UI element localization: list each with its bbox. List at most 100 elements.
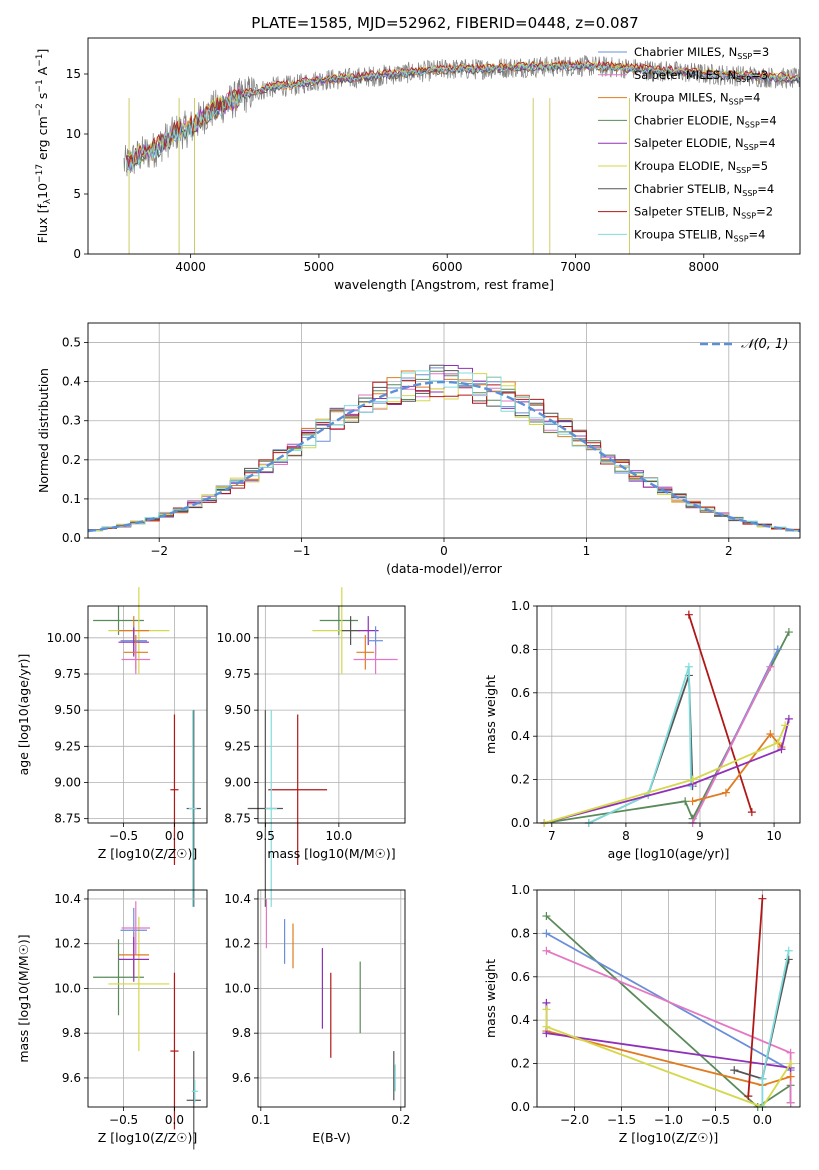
weight-point-marker [721,788,730,797]
x-tick-label: 0.1 [251,1113,270,1127]
legend-entry: 𝒩(0, 1) [741,337,788,352]
y-axis-label: Normed distribution [36,368,51,493]
weight-series-line [692,732,783,803]
y-tick-label: 0.8 [511,926,530,940]
y-axis-label: mass weight [483,675,498,754]
y-tick-label: 10.2 [224,937,251,951]
y-tick-label: 0.8 [511,642,530,656]
y-tick-label: 8.75 [224,812,251,826]
x-tick-label: 0.0 [165,829,184,843]
y-tick-label: 10.00 [47,631,81,645]
legend-entry: Chabrier ELODIE, NSSP=4 [634,113,777,129]
weight-point-marker [747,808,756,817]
x-tick-label: 10 [766,829,781,843]
weight-series-line [588,666,692,824]
model-spectrum-line [126,61,800,171]
y-tick-label: 10.4 [54,892,81,906]
y-tick-label: 8.75 [54,812,81,826]
weight-point-marker [542,1005,551,1014]
x-axis-label: Z [log10(Z/Z☉)] [98,1130,198,1145]
age-vs-mass-panel: 9.5 10.0 8.75 9.00 9.25 9.50 9.75 10.00 mass [lo… [217,587,406,907]
legend-entry: Salpeter STELIB, NSSP=2 [634,205,773,221]
weight-point-marker [784,628,793,637]
histogram-series [88,379,800,531]
legend-entry: Salpeter MILES, NSSP=3 [634,68,768,84]
y-axis-label: age [log10(age/yr)] [16,654,31,776]
weight-point-marker [766,730,775,739]
weight-series-line [544,718,790,824]
y-tick-label: 9.00 [224,775,251,789]
x-axis-label: (data-model)/error [386,561,503,576]
x-tick-label: 6000 [432,260,463,274]
weight-point-marker [684,610,693,619]
legend: 𝒩(0, 1) [700,337,788,352]
weight-point-marker [684,662,693,671]
x-tick-label: −1.0 [654,1113,683,1127]
x-tick-label: −2 [150,544,168,558]
y-axis-label: mass weight [483,959,498,1038]
weight-point-marker [784,946,793,955]
y-tick-label: 0.1 [62,492,81,506]
y-tick-label: 0.0 [62,531,81,545]
weight-point-marker [786,1059,795,1068]
weight-series-line [747,898,764,1097]
y-tick-label: 0.3 [62,414,81,428]
residual-histogram-panel: −2 −1 0 1 2 0.0 0.1 0.2 0.3 0.4 0.5 (data-model)/er… [36,322,801,576]
weight-point-marker [542,1022,551,1031]
weight-series-line [545,1009,792,1109]
y-tick-label: 0.0 [511,1100,530,1114]
weight-point-marker [786,1048,795,1057]
x-axis-label: Z [log10(Z/Z☉)] [619,1130,719,1145]
y-tick-label: 9.50 [224,703,251,717]
y-tick-label: 0.2 [62,453,81,467]
weight-point-marker [781,721,790,730]
y-tick-label: 0.2 [511,773,530,787]
y-tick-label: 9.6 [62,1071,81,1085]
y-tick-label: 5 [73,187,81,201]
weight-point-marker [688,775,697,784]
x-axis-label: Z [log10(Z/Z☉)] [98,846,198,861]
x-tick-label: −1.5 [607,1113,636,1127]
weight-point-marker [784,714,793,723]
weight-point-marker [758,1074,767,1083]
weight-point-marker [730,1066,739,1075]
x-axis-label: age [log10(age/yr)] [608,846,730,861]
weight-point-marker [773,738,782,747]
model-spectrum-line [126,62,800,172]
y-tick-label: 0.6 [511,970,530,984]
weight-series-line [688,614,753,813]
y-tick-label: 9.00 [54,775,81,789]
histogram-series [88,372,800,532]
mass-vs-extinction-panel: 0.1 0.2 9.6 9.8 10.0 10.2 10.4 E(B-V) [224,889,410,1145]
weight-point-marker [766,662,775,671]
y-tick-label: 9.8 [62,1026,81,1040]
x-axis-label: wavelength [Angstrom, rest frame] [334,277,554,292]
y-tick-label: 10.00 [217,631,251,645]
spectrum-panel: 4000 5000 6000 7000 8000 0 5 10 15 wavelength [An… [35,37,801,292]
axes-frame [536,605,801,824]
y-tick-label: 9.75 [224,667,251,681]
weight-point-marker [681,797,690,806]
x-tick-label: 2 [725,544,733,558]
y-tick-label: 9.50 [54,703,81,717]
weight-point-marker [773,645,782,654]
weight-vs-metallicity-panel: −2.0 −1.5 −1.0 −0.5 0.0 0.0 0.2 0.4 0.6 0.8 1.0 Z [… [483,883,801,1145]
y-tick-label: 10.0 [54,981,81,995]
x-tick-label: 5000 [304,260,335,274]
weight-point-marker [777,745,786,754]
histogram-series [88,370,800,531]
x-tick-label: 0.2 [391,1113,410,1127]
weight-point-marker [688,797,697,806]
y-tick-label: 9.75 [54,667,81,681]
x-tick-label: −0.5 [701,1113,730,1127]
y-tick-label: 0.2 [511,1057,530,1071]
x-tick-label: −2.0 [560,1113,589,1127]
weight-point-marker [542,929,551,938]
weight-series-line [691,666,772,824]
x-tick-label: −1 [293,544,311,558]
weight-point-marker [542,912,551,921]
mass-vs-metallicity-panel: −0.5 0.0 9.6 9.8 10.0 10.2 10.4 Z [log10(Z/Z☉)]… [16,889,208,1150]
weight-series-line [544,725,787,824]
x-tick-label: 0.0 [753,1113,772,1127]
